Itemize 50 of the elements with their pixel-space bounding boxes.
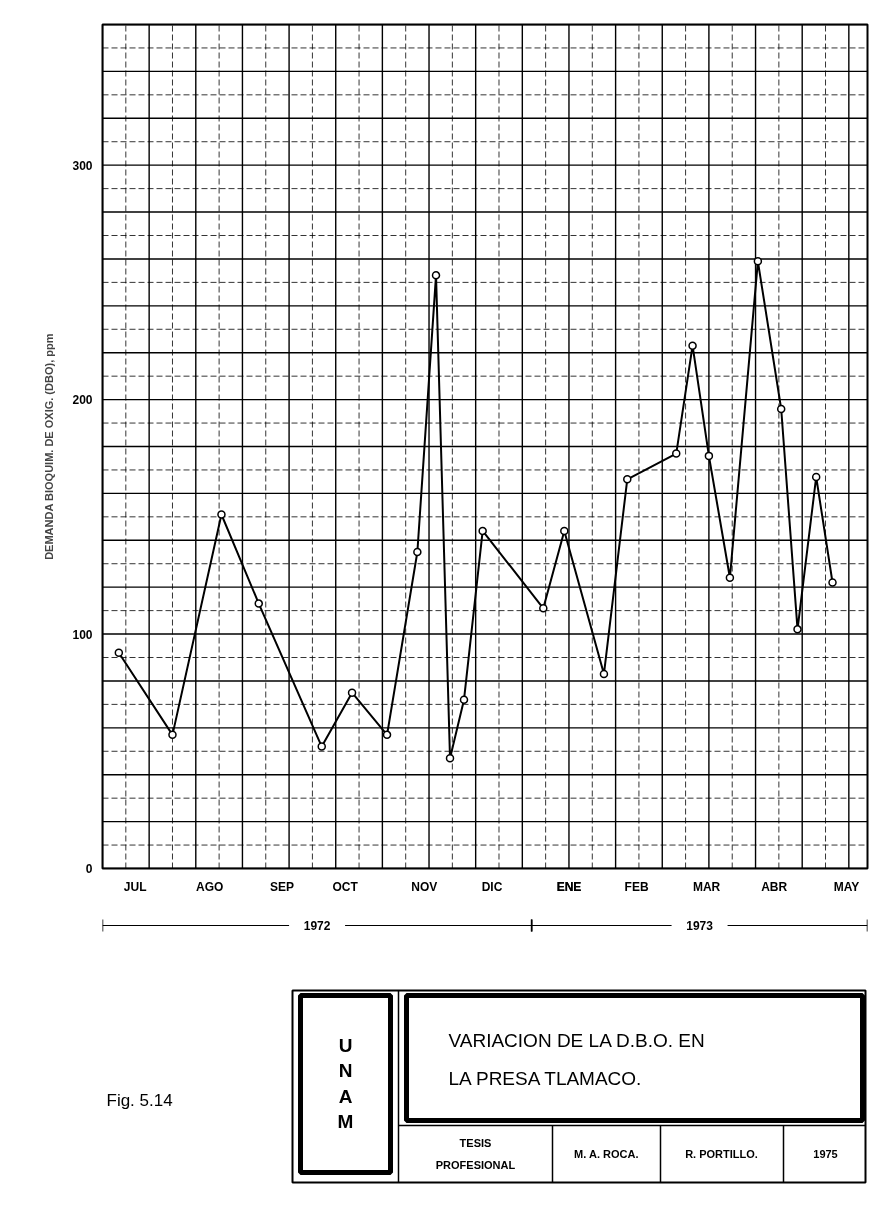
point bbox=[688, 341, 697, 350]
x-tick-label: MAR bbox=[692, 879, 721, 894]
point bbox=[672, 449, 681, 458]
text: VARIACION DE LA D.B.O. EN LA PRESA TLAMACO. bbox=[448, 1030, 705, 1089]
point bbox=[254, 599, 264, 608]
x-tick-label: ABR bbox=[761, 879, 788, 894]
point bbox=[413, 547, 422, 557]
point bbox=[478, 526, 487, 536]
text: M. A. ROCA. bbox=[574, 1147, 639, 1160]
y-tick-label: 100 bbox=[72, 627, 93, 642]
y-tick-label: 200 bbox=[72, 393, 93, 408]
point bbox=[317, 742, 326, 751]
point bbox=[459, 695, 469, 704]
x-tick-label: MAY bbox=[833, 879, 860, 894]
caption: Fig. 5.14 bbox=[106, 1091, 173, 1110]
point bbox=[560, 526, 569, 536]
point bbox=[828, 578, 837, 587]
point bbox=[776, 404, 786, 414]
x-tick-label: AGO bbox=[196, 879, 224, 894]
point bbox=[623, 475, 632, 484]
point bbox=[217, 510, 226, 519]
point bbox=[539, 604, 548, 613]
x-tick-label: DIC bbox=[481, 879, 503, 894]
x-tick-label: JUL bbox=[123, 879, 147, 894]
text: R. PORTILLO. bbox=[685, 1147, 758, 1160]
y-tick-label: 300 bbox=[72, 158, 93, 173]
x-tick-label: OCT bbox=[332, 879, 359, 894]
point bbox=[168, 730, 177, 740]
y-axis-title: DEMANDA BIOQUIM. DE OXIG. (DBO), ppm bbox=[43, 333, 56, 560]
point bbox=[753, 257, 763, 266]
point bbox=[382, 730, 392, 740]
x-tick-label: FEB bbox=[624, 879, 649, 894]
point bbox=[793, 625, 802, 634]
point bbox=[725, 573, 735, 583]
x-tick-label: SEP bbox=[270, 879, 295, 894]
text: 1972 bbox=[303, 919, 331, 933]
point bbox=[599, 669, 609, 679]
point bbox=[114, 648, 124, 658]
x-tick-label: NOV bbox=[411, 879, 438, 894]
text: UNAM bbox=[337, 1035, 354, 1132]
text: 1973 bbox=[686, 919, 714, 933]
point bbox=[347, 688, 357, 697]
text: 1975 bbox=[813, 1147, 838, 1160]
point bbox=[811, 472, 821, 482]
point bbox=[445, 754, 455, 763]
point bbox=[704, 451, 714, 461]
text: TESIS PROFESIONAL bbox=[435, 1136, 516, 1171]
y-tick-label: 0 bbox=[85, 862, 93, 876]
x-tick-label: ENE bbox=[556, 879, 582, 894]
point bbox=[431, 271, 441, 280]
